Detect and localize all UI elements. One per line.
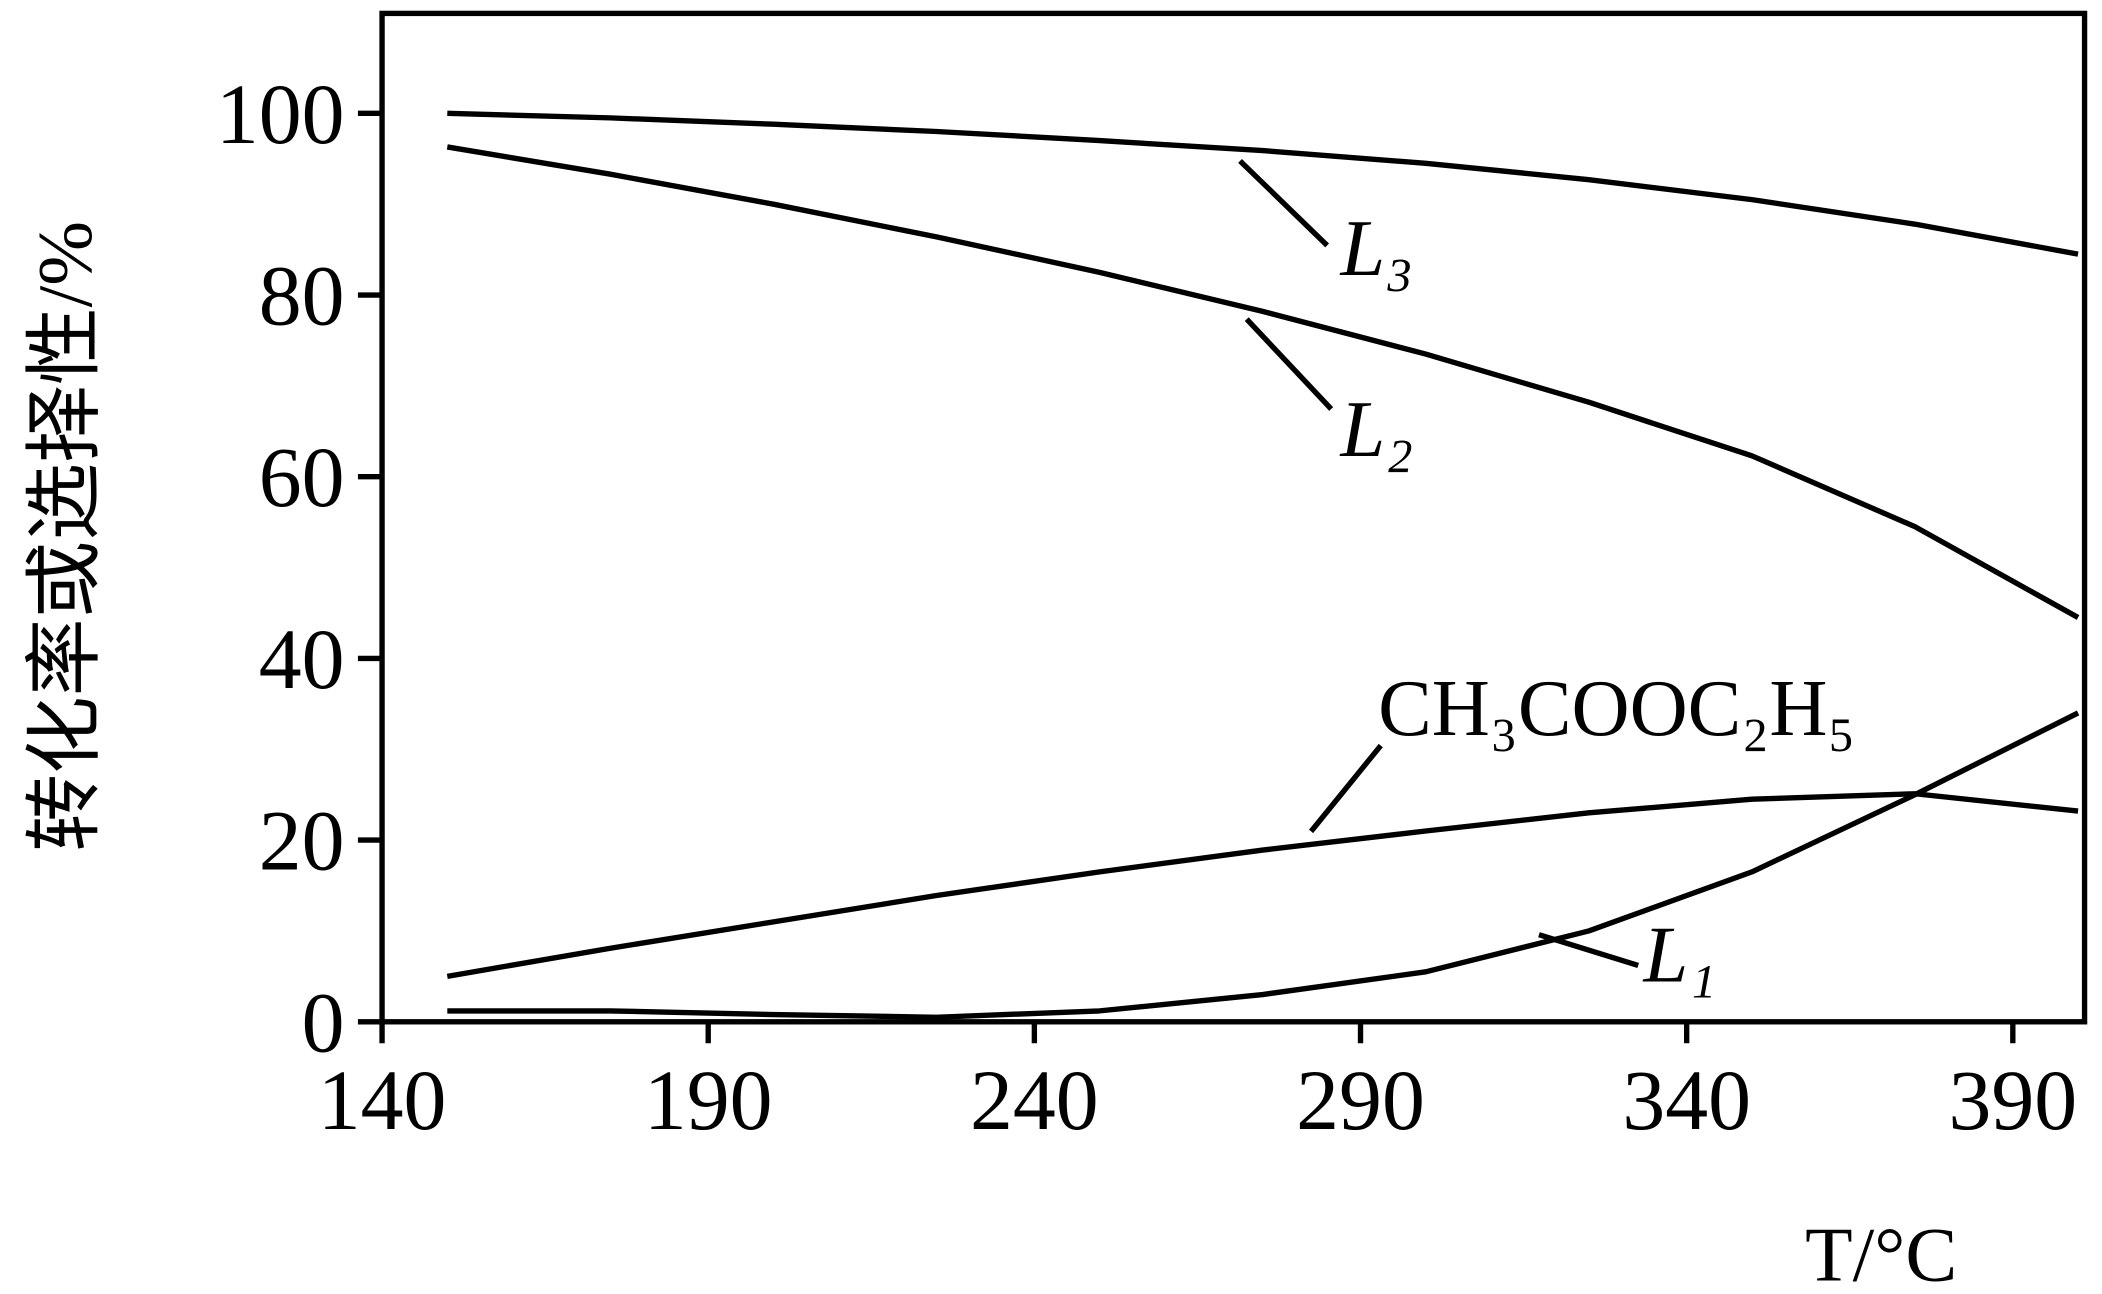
x-tick-label: 390 bbox=[1948, 1053, 2077, 1148]
series-line bbox=[446, 791, 2079, 980]
y-tick-label: 0 bbox=[302, 975, 345, 1070]
series-line bbox=[447, 710, 2080, 1020]
y-tick-label: 20 bbox=[259, 794, 345, 889]
x-axis-title: T/°C bbox=[1805, 1212, 1957, 1294]
plot-frame bbox=[379, 10, 2088, 1025]
x-tick-label: 190 bbox=[644, 1053, 773, 1148]
y-axis-title: 转化率或选择性/% bbox=[22, 221, 108, 852]
x-tick-label: 140 bbox=[318, 1053, 447, 1148]
leader-line bbox=[1308, 743, 1383, 834]
leader-line bbox=[1244, 317, 1334, 411]
series-label: CH₃COOC₂H₅ bbox=[1378, 664, 1855, 753]
y-tick-label: 80 bbox=[259, 249, 345, 344]
series-line bbox=[446, 144, 2080, 620]
series-label: L₂ bbox=[1340, 385, 1414, 474]
series-label: L₃ bbox=[1340, 204, 1414, 293]
x-tick-label: 340 bbox=[1622, 1053, 1751, 1148]
series-label: L₁ bbox=[1643, 911, 1717, 1000]
x-tick-label: 240 bbox=[970, 1053, 1099, 1148]
y-tick-label: 100 bbox=[216, 67, 345, 162]
leader-line bbox=[1238, 158, 1330, 248]
series-line bbox=[447, 110, 2079, 257]
y-tick-label: 60 bbox=[259, 430, 345, 525]
y-tick-label: 40 bbox=[259, 612, 345, 707]
x-tick-label: 290 bbox=[1296, 1053, 1425, 1148]
